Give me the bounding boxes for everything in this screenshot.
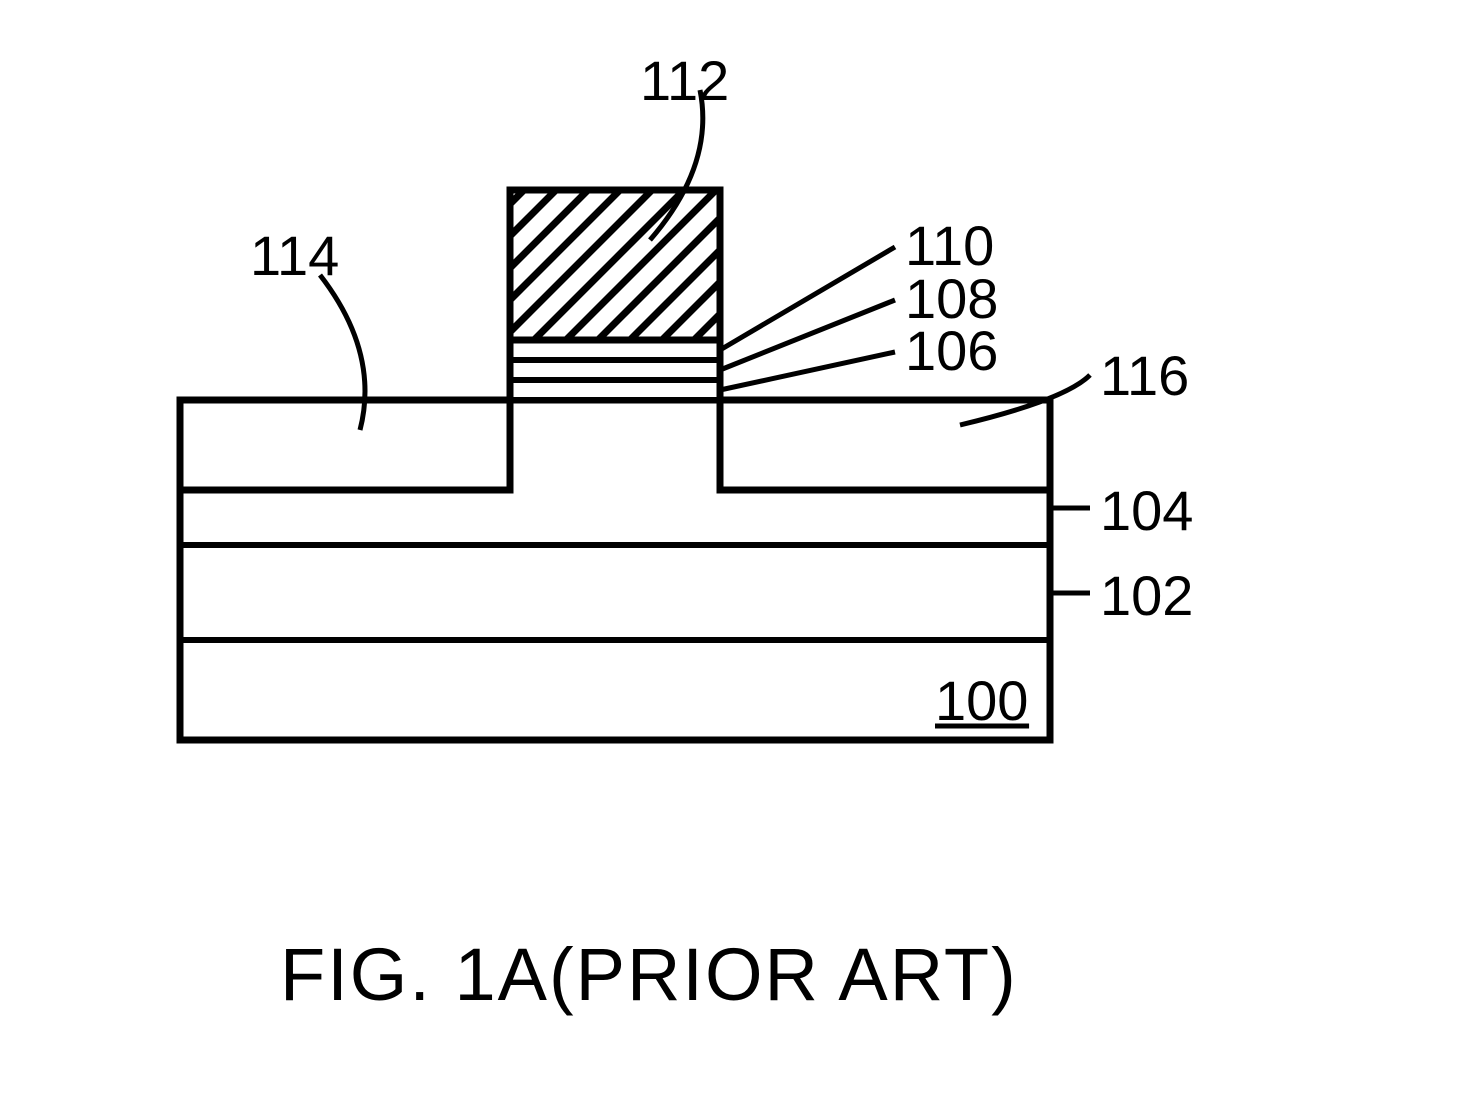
label-110: 110 — [905, 214, 994, 277]
label-116: 116 — [1100, 344, 1189, 407]
figure-caption: FIG. 1A(PRIOR ART) — [280, 933, 1018, 1016]
label-112: 112 — [640, 49, 729, 112]
label-114: 114 — [250, 224, 339, 287]
label-102: 102 — [1100, 564, 1193, 627]
region-114 — [180, 400, 510, 490]
label-104: 104 — [1100, 479, 1193, 542]
label-100: 100 — [935, 669, 1028, 732]
